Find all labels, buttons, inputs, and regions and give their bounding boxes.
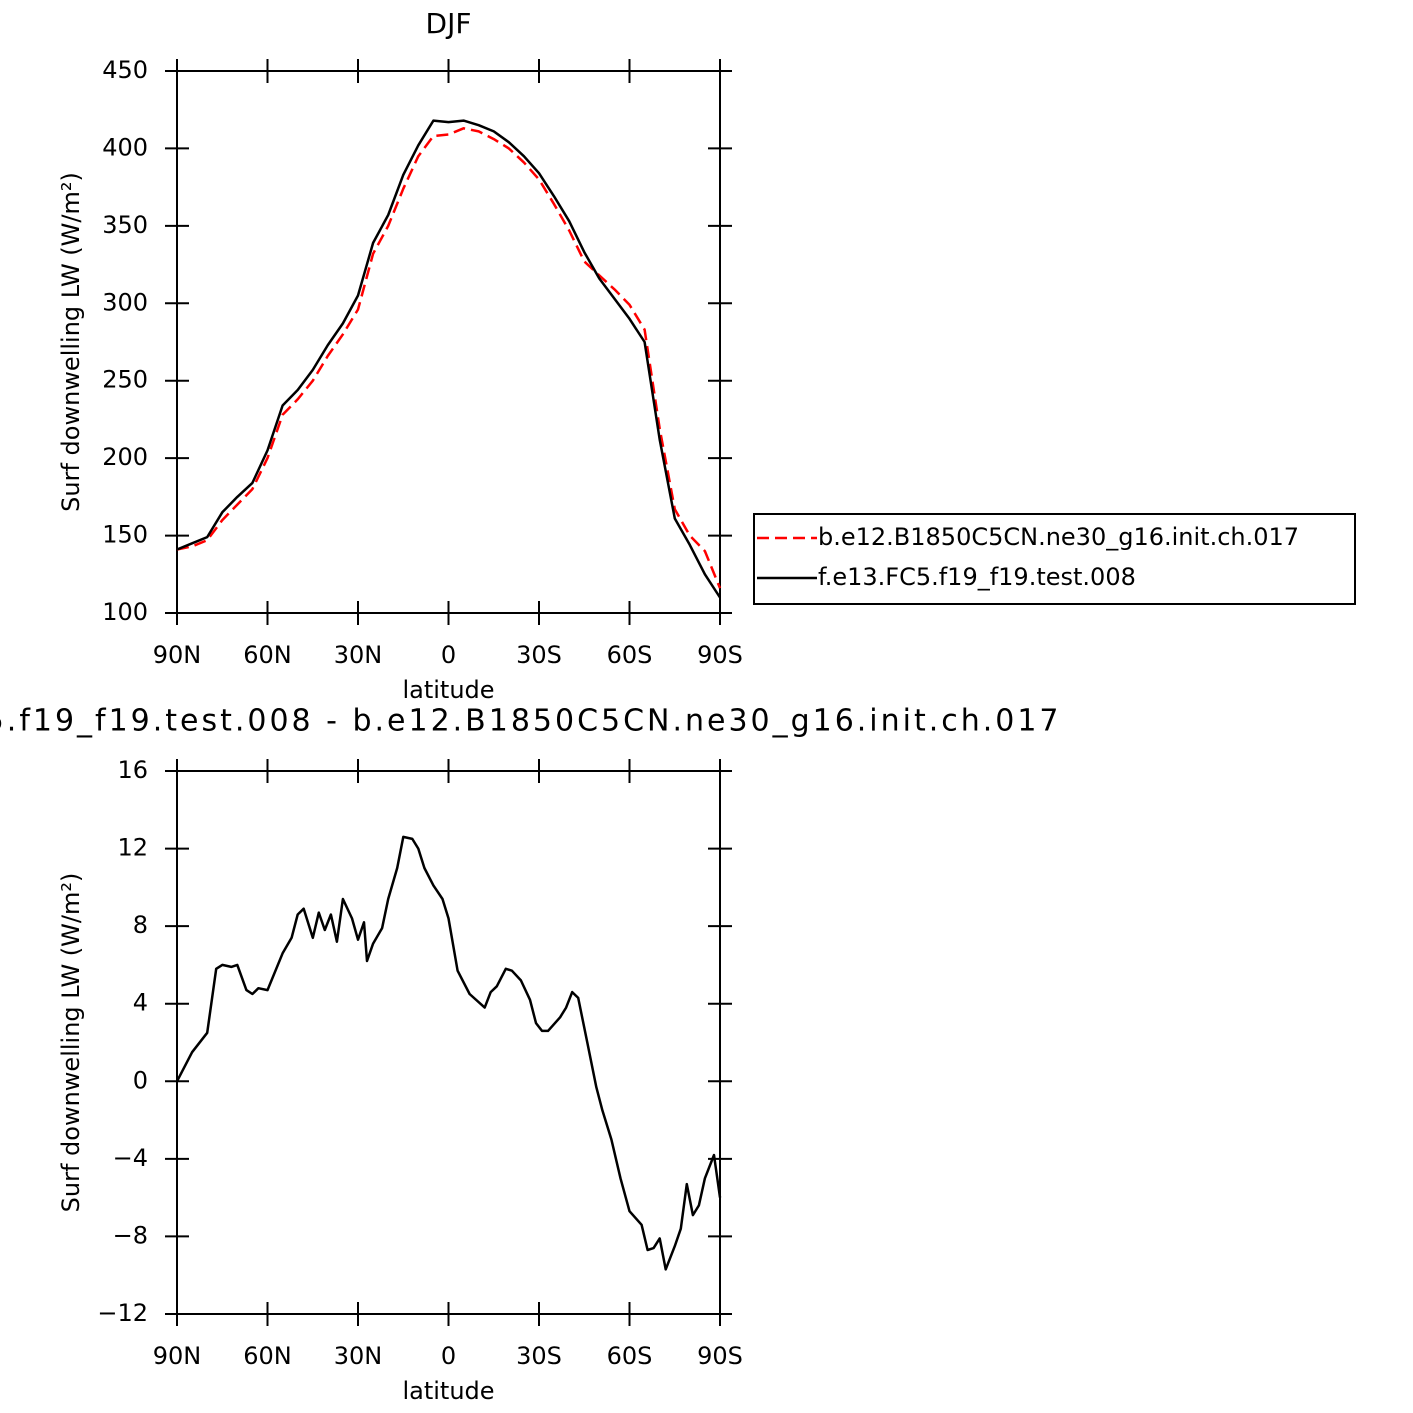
- y-tick-label: 16: [117, 756, 148, 784]
- legend-label: f.e13.FC5.f19_f19.test.008: [818, 563, 1136, 591]
- y-tick-label: 4: [133, 989, 148, 1017]
- plot-frame: [176, 70, 721, 614]
- y-axis-label: Surf downwelling LW (W/m²): [57, 172, 85, 512]
- y-tick-label: −12: [97, 1299, 148, 1327]
- y-tick-label: 300: [102, 288, 148, 316]
- x-tick-label: 0: [441, 1342, 456, 1370]
- x-tick-label: 90N: [153, 1342, 202, 1370]
- y-tick-label: 100: [102, 598, 148, 626]
- legend-label: b.e12.B1850C5CN.ne30_g16.init.ch.017: [818, 523, 1299, 551]
- y-tick-label: 12: [117, 834, 148, 862]
- x-tick-label: 90S: [697, 1342, 743, 1370]
- x-axis-label: latitude: [402, 1377, 494, 1405]
- y-tick-label: 250: [102, 366, 148, 394]
- y-tick-label: 350: [102, 211, 148, 239]
- y-tick-label: −8: [113, 1221, 148, 1249]
- y-tick-label: 0: [133, 1066, 148, 1094]
- y-axis-label: Surf downwelling LW (W/m²): [57, 873, 85, 1213]
- x-tick-label: 0: [441, 641, 456, 669]
- x-tick-label: 60N: [243, 641, 292, 669]
- x-tick-label: 60S: [607, 641, 653, 669]
- y-tick-label: −4: [113, 1144, 148, 1172]
- plot-frame: [176, 770, 721, 1315]
- x-tick-label: 60S: [607, 1342, 653, 1370]
- data-line: [176, 119, 722, 599]
- x-tick-label: 30N: [334, 1342, 383, 1370]
- y-tick-label: 400: [102, 133, 148, 161]
- y-tick-label: 8: [133, 911, 148, 939]
- x-tick-label: 90S: [697, 641, 743, 669]
- y-tick-label: 150: [102, 521, 148, 549]
- data-line: [176, 127, 722, 589]
- x-tick-label: 30N: [334, 641, 383, 669]
- x-tick-label: 90N: [153, 641, 202, 669]
- x-tick-label: 30S: [516, 641, 562, 669]
- y-tick-label: 450: [102, 56, 148, 84]
- x-axis-label: latitude: [402, 676, 494, 704]
- data-line: [175, 835, 722, 1271]
- chart-title: DJF: [426, 7, 472, 40]
- y-tick-label: 200: [102, 443, 148, 471]
- x-tick-label: 30S: [516, 1342, 562, 1370]
- legend-box: [753, 513, 1356, 605]
- chart-title: f.e13.FC5.f19_f19.test.008 - b.e12.B1850…: [0, 704, 1059, 739]
- x-tick-label: 60N: [243, 1342, 292, 1370]
